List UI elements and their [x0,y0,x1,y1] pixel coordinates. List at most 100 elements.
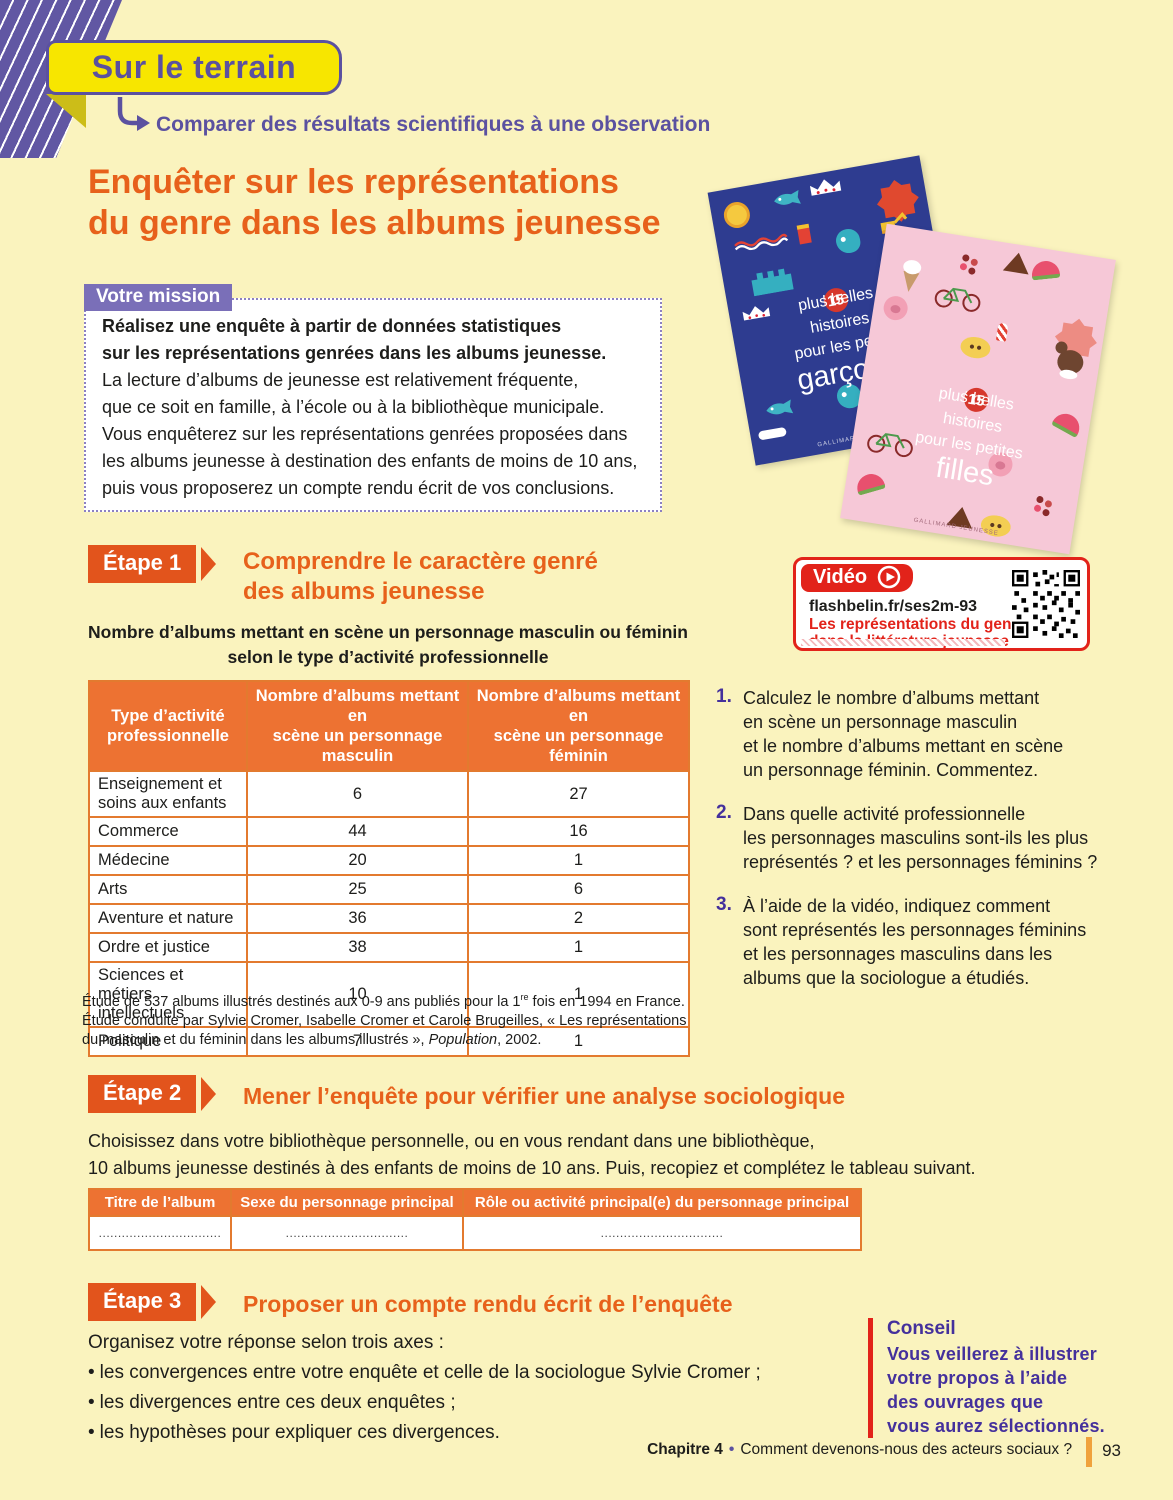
cell-masculine: 20 [246,845,469,876]
book-cover-boys: Les 15 plus belles histoires pour les pe… [707,155,968,466]
source-text: , 2002. [497,1031,542,1048]
table-row: Arts 25 6 [88,874,690,905]
hatch-decoration [801,639,1005,646]
cell-masculine: 10 [246,961,469,1028]
advice-label: Conseil [887,1318,956,1339]
column-header: Nombre d’albums mettant en scène un pers… [246,680,469,772]
list-item: • les convergences entre votre enquête et… [88,1358,761,1388]
empty-cell: ................................ [88,1215,232,1251]
lion-icon [721,199,752,231]
video-label: Vidéo [813,565,868,588]
column-header: Titre de l’album [88,1188,232,1217]
step3-instructions: Organisez votre réponse selon trois axes… [88,1328,761,1448]
step2-intro: Choisissez dans votre bibliothèque perso… [88,1131,976,1178]
chapter-title: Comment devenons-nous des acteurs sociau… [740,1441,1073,1458]
cell-feminine: 1 [467,845,690,876]
arrow-right-icon [201,1077,217,1111]
source-journal-name: Population [428,1031,498,1048]
qr-code[interactable] [1012,570,1080,638]
step2-title: Mener l’enquête pour vérifier une analys… [243,1083,845,1109]
table-row: Enseignement et soins aux enfants 6 27 [88,770,690,818]
step3-title: Proposer un compte rendu écrit de l’enqu… [243,1291,733,1317]
dragon-icon [834,227,863,256]
video-tab: Vidéo [801,564,914,592]
question-item: 3. À l’aide de la vidéo, indiquez commen… [716,894,1108,990]
bullet: • [88,1422,95,1443]
question-number: 2. [716,802,732,823]
book-cover-girls: Les 15 plus belles histoires pour les pe… [840,223,1116,555]
table-row: Sciences et métiers intellectuels 10 1 [88,961,690,1028]
ice-cream-icon [900,270,920,294]
step3-badge: Étape 3 [88,1283,217,1321]
table-row: ................................ .......… [88,1215,862,1251]
column-header: Type d’activité professionnelle [88,680,248,772]
paint-bucket-icon [796,223,812,245]
cell-masculine: 7 [246,1026,469,1057]
cell-activity: Commerce [88,816,248,847]
pig-icon [881,294,910,322]
video-link[interactable]: flashbelin.fr/ses2m-93 [809,598,978,615]
arrow-right-icon [201,1285,217,1319]
table-row: Aventure et nature 36 2 [88,903,690,934]
survey-table: Titre de l’album Sexe du personnage prin… [88,1188,862,1251]
step2-badge-label: Étape 2 [88,1075,197,1113]
table-row: Politique 7 1 [88,1026,690,1057]
question-text: Dans quelle activité professionnelle les… [743,804,1098,872]
footer-bullet: • [728,1441,735,1458]
question-number: 1. [716,686,732,707]
table-row: Médecine 20 1 [88,845,690,876]
bicycle-icon [867,433,913,458]
cell-feminine: 6 [467,874,690,905]
page-title: Enquêter sur les représentations du genr… [88,163,661,243]
step1-title: Comprendre le caractère genré des albums… [243,548,598,605]
mission-label: Votre mission [84,284,233,311]
source-text: fois en 1994 en France. Étude conduite p… [82,993,687,1048]
step3-badge-label: Étape 3 [88,1283,197,1321]
cell-feminine: 27 [467,770,690,818]
witch-hat-icon [1002,250,1032,275]
bicycle-icon [934,287,981,312]
list-item: • les hypothèses pour expliquer ces diver… [88,1418,761,1448]
list-item-text: les convergences entre votre enquête et … [99,1362,761,1383]
step2-badge: Étape 2 [88,1075,217,1113]
page-number-bar [1086,1437,1093,1467]
play-icon [877,565,901,589]
arrow-right-icon [201,547,217,581]
cell-masculine: 44 [246,816,469,847]
list-item: • les divergences entre ces deux enquêtes… [88,1388,761,1418]
curved-arrow-icon [117,97,150,131]
cell-masculine: 25 [246,874,469,905]
advice-text: Vous veillerez à illustrer votre propos … [887,1344,1105,1436]
question-list: 1. Calculez le nombre d’albums mettant e… [716,686,1108,990]
list-item-text: les hypothèses pour expliquer ces diverg… [99,1422,500,1443]
castle-icon [751,268,794,297]
fish-icon [774,189,801,205]
cell-masculine: 36 [246,903,469,934]
mission-box: Réalisez une enquête à partir de données… [84,298,662,512]
cell-activity: Politique [88,1026,248,1057]
cell-feminine: 1 [467,1026,690,1057]
table-header-row: Titre de l’album Sexe du personnage prin… [88,1188,862,1217]
section-banner-label: Sur le terrain [91,49,297,85]
video-resource-box: Vidéo flashbelin.fr/ses2m-93 Les représe… [793,557,1090,651]
albums-table: Type d’activité professionnelle Nombre d… [88,680,690,1057]
list-item-text: les divergences entre ces deux enquêtes … [99,1392,456,1413]
table-header-row: Type d’activité professionnelle Nombre d… [88,680,690,772]
bullet: • [88,1392,95,1413]
crown-icon [742,306,771,321]
source-text: Étude de 537 albums illustrés destinés a… [82,993,521,1010]
cell-feminine: 1 [467,932,690,963]
cell-activity: Aventure et nature [88,903,248,934]
question-text: À l’aide de la vidéo, indiquez comment s… [743,896,1087,988]
question-number: 3. [716,894,732,915]
crown-icon [809,179,842,196]
candy-icon [961,253,970,262]
page-footer: Chapitre 4 • Comment devenons-nous des a… [647,1437,1121,1467]
question-text: Calculez le nombre d’albums mettant en s… [743,688,1064,780]
cell-activity: Enseignement et soins aux enfants [88,770,248,818]
mission-lead: Réalisez une enquête à partir de données… [102,316,607,363]
question-item: 1. Calculez le nombre d’albums mettant e… [716,686,1108,782]
step1-badge-label: Étape 1 [88,545,197,583]
page-number: 93 [1102,1441,1121,1460]
